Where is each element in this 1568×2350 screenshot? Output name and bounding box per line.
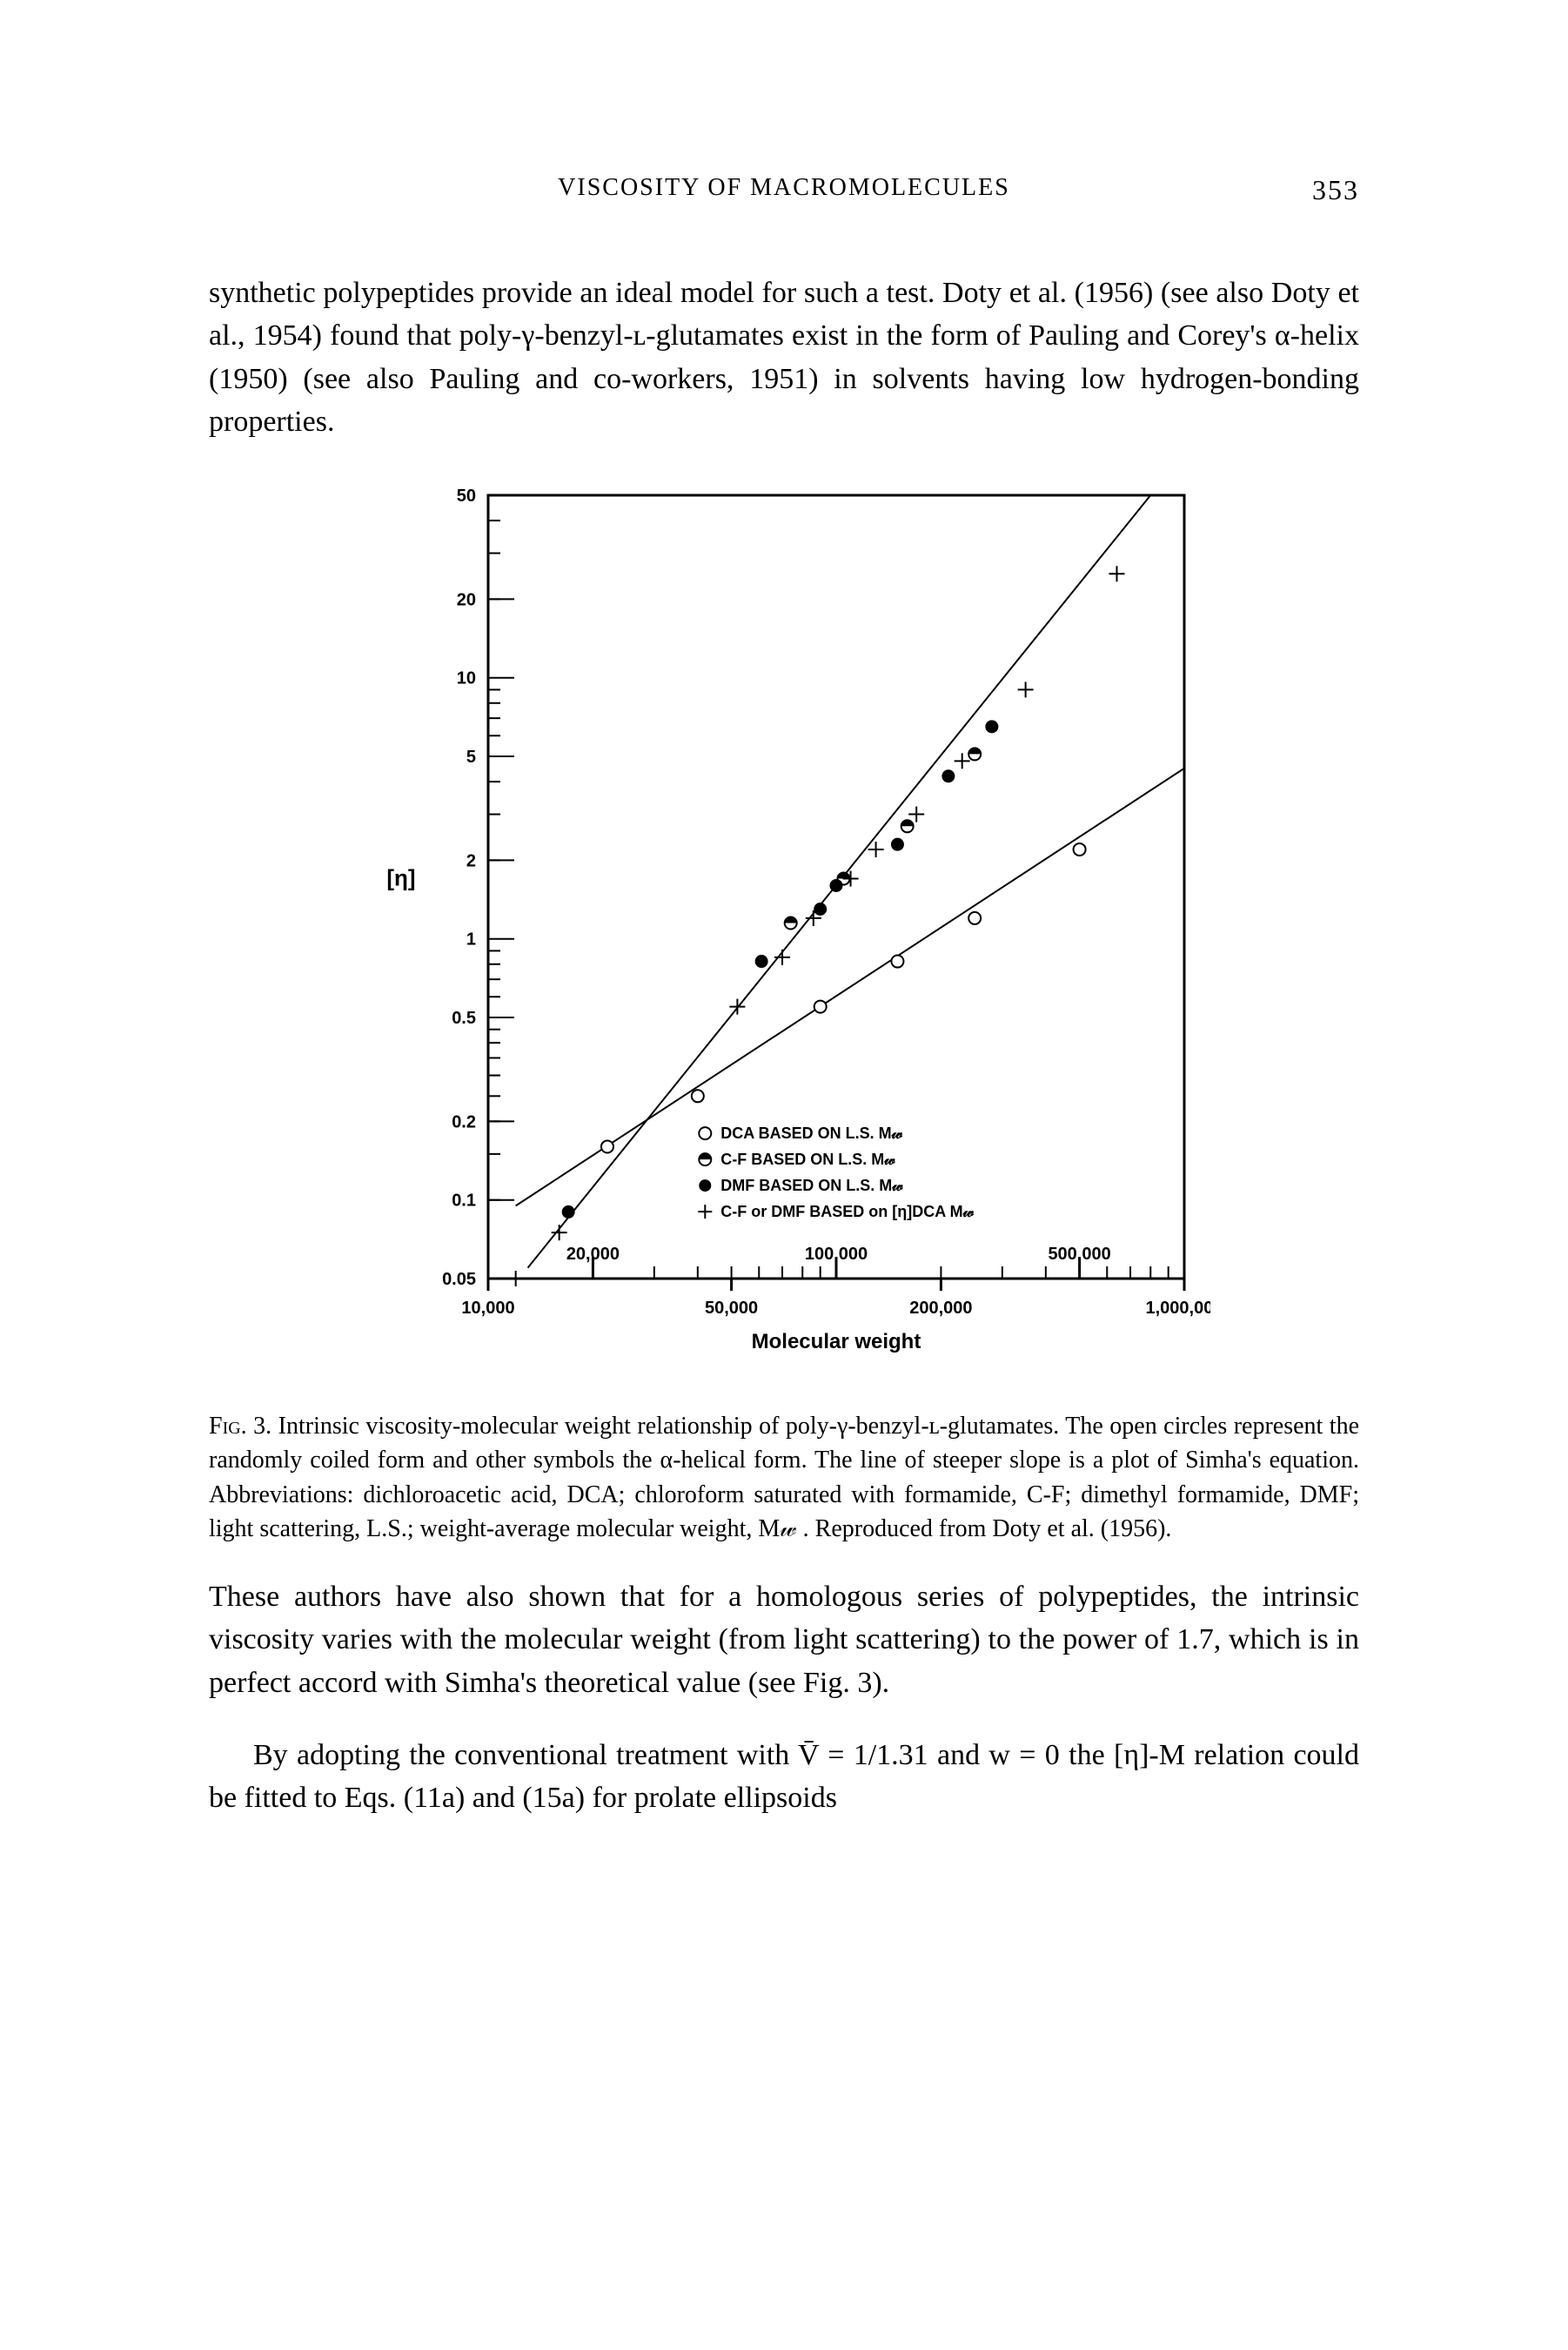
svg-text:20,000: 20,000 — [566, 1245, 620, 1264]
svg-text:10,000: 10,000 — [461, 1299, 514, 1318]
svg-text:Molecular weight: Molecular weight — [752, 1330, 921, 1353]
figure-caption: Fig. 3. Intrinsic viscosity-molecular we… — [209, 1409, 1359, 1546]
caption-text: Intrinsic viscosity-molecular weight rel… — [209, 1413, 1359, 1542]
svg-text:200,000: 200,000 — [909, 1299, 972, 1318]
svg-text:0.1: 0.1 — [452, 1192, 476, 1211]
svg-text:C-F or DMF BASED on [η]DCA M: C-F or DMF BASED on [η]DCA M𝓌 — [720, 1203, 974, 1220]
para-3: By adopting the conventional treatment w… — [209, 1734, 1359, 1820]
svg-text:0.5: 0.5 — [452, 1009, 476, 1028]
para-1: synthetic polypeptides provide an ideal … — [209, 272, 1359, 443]
svg-text:10: 10 — [457, 669, 476, 688]
svg-text:50,000: 50,000 — [705, 1299, 758, 1318]
svg-text:DCA BASED ON L.S. M𝓌: DCA BASED ON L.S. M𝓌 — [720, 1125, 902, 1142]
para-2: These authors have also shown that for a… — [209, 1575, 1359, 1704]
svg-text:DMF BASED ON L.S. M𝓌: DMF BASED ON L.S. M𝓌 — [720, 1177, 903, 1194]
caption-lead: Fig. 3. — [209, 1413, 271, 1440]
figure-3: 0.05 0.1 0.2 0.5 1 2 5 10 20 50 20,000 100,000 500,0… — [209, 478, 1359, 1383]
svg-text:0.2: 0.2 — [452, 1113, 476, 1132]
svg-text:100,000: 100,000 — [805, 1245, 868, 1264]
svg-text:500,000: 500,000 — [1048, 1245, 1110, 1264]
chart-svg: 0.05 0.1 0.2 0.5 1 2 5 10 20 50 20,000 100,000 500,0… — [358, 478, 1210, 1383]
svg-text:50: 50 — [457, 487, 476, 506]
svg-text:[η]: [η] — [386, 865, 415, 891]
page: VISCOSITY OF MACROMOLECULES 353 syntheti… — [0, 0, 1568, 2350]
running-head: VISCOSITY OF MACROMOLECULES 353 — [209, 174, 1359, 202]
page-number: 353 — [1312, 174, 1359, 206]
svg-text:C-F BASED ON L.S. M𝓌: C-F BASED ON L.S. M𝓌 — [720, 1151, 895, 1168]
svg-text:20: 20 — [457, 591, 476, 610]
running-title: VISCOSITY OF MACROMOLECULES — [558, 174, 1010, 201]
svg-text:5: 5 — [466, 748, 476, 767]
svg-text:0.05: 0.05 — [442, 1270, 476, 1289]
svg-text:1: 1 — [466, 930, 476, 950]
svg-text:2: 2 — [466, 852, 476, 871]
svg-text:1,000,000: 1,000,000 — [1146, 1299, 1210, 1318]
